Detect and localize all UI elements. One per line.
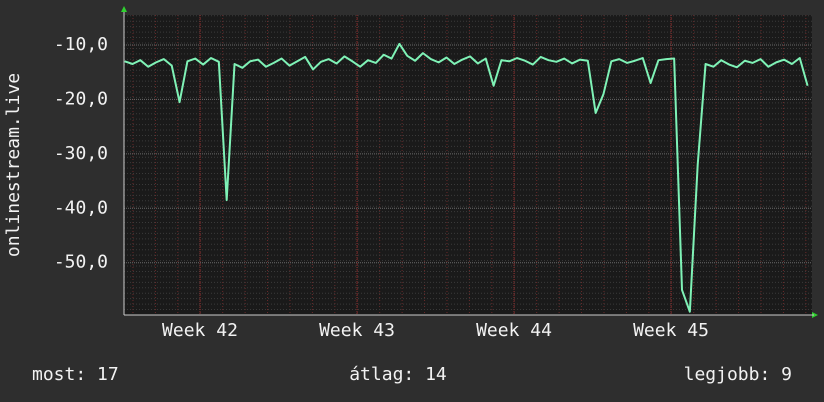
y-axis-label: onlinestream.live	[3, 73, 24, 257]
y-tick-label: -40,0	[54, 197, 108, 218]
series-line	[124, 42, 809, 313]
footer-best: legjobb: 9	[684, 364, 792, 385]
x-tick-label: Week 44	[476, 320, 552, 341]
x-tick-label: Week 42	[162, 320, 238, 341]
footer-average: átlag: 14	[349, 364, 447, 385]
y-tick-label: -30,0	[54, 143, 108, 164]
x-tick-label: Week 45	[633, 320, 709, 341]
footer-current: most: 17	[32, 364, 119, 385]
axis-arrow	[812, 312, 818, 318]
plot-area	[124, 15, 812, 315]
y-tick-label: -20,0	[54, 88, 108, 109]
axis-arrow	[121, 6, 127, 12]
x-tick-label: Week 43	[319, 320, 395, 341]
y-tick-label: -10,0	[54, 34, 108, 55]
y-tick-label: -50,0	[54, 252, 108, 273]
